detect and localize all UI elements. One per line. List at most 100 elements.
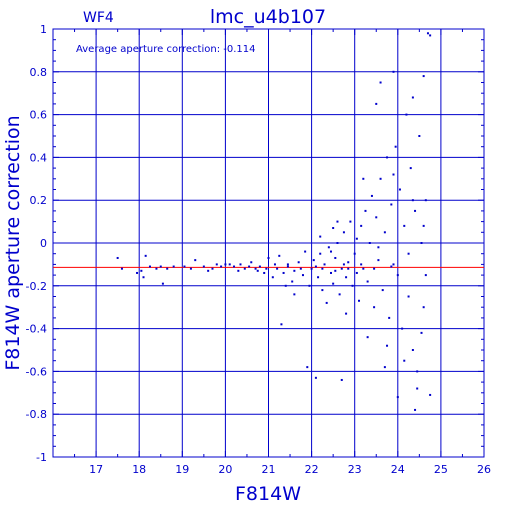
data-point	[323, 263, 326, 266]
data-point	[116, 256, 119, 259]
data-point	[243, 267, 246, 270]
data-point	[416, 370, 419, 373]
data-point	[379, 81, 382, 84]
data-point	[334, 256, 337, 259]
data-point	[202, 265, 205, 268]
y-tick-label: 0.2	[30, 194, 48, 207]
data-point	[407, 252, 410, 255]
data-point	[355, 237, 358, 240]
data-point	[148, 265, 151, 268]
data-point	[375, 102, 378, 105]
data-point	[278, 254, 281, 257]
data-point	[377, 259, 380, 262]
y-tick-label: -1	[36, 451, 47, 464]
data-point	[381, 289, 384, 292]
data-point	[332, 227, 335, 230]
data-point	[140, 269, 143, 272]
data-point	[329, 271, 332, 274]
data-point	[284, 284, 287, 287]
data-point	[314, 376, 317, 379]
x-tick-label: 17	[89, 463, 103, 476]
data-point	[424, 199, 427, 202]
y-tick-label: -0.6	[26, 365, 47, 378]
y-tick-label: -0.2	[26, 280, 47, 293]
data-point	[386, 344, 389, 347]
data-point	[347, 267, 350, 270]
data-point	[280, 323, 283, 326]
data-point	[161, 282, 164, 285]
data-point	[383, 366, 386, 369]
average-correction-annotation: Average aperture correction: -0.114	[76, 44, 256, 55]
data-point	[120, 267, 123, 270]
data-point	[349, 220, 352, 223]
data-point	[224, 263, 227, 266]
y-tick-label: -0.4	[26, 323, 47, 336]
data-point	[273, 263, 276, 266]
data-point	[411, 199, 414, 202]
y-tick-label: 0.6	[30, 109, 48, 122]
data-point	[319, 235, 322, 238]
data-point	[282, 271, 285, 274]
data-point	[383, 231, 386, 234]
data-point	[403, 359, 406, 362]
data-point	[360, 263, 363, 266]
data-point	[388, 316, 391, 319]
data-point	[194, 259, 197, 262]
data-point	[394, 145, 397, 148]
data-point	[299, 267, 302, 270]
data-point	[429, 393, 432, 396]
data-point	[345, 276, 348, 279]
data-point	[338, 293, 341, 296]
data-point	[411, 349, 414, 351]
data-point	[358, 299, 361, 302]
data-point	[336, 220, 339, 223]
data-point	[312, 259, 315, 262]
data-point	[317, 276, 320, 279]
data-point	[332, 282, 335, 285]
chart-title: lmc_u4b107	[210, 6, 326, 28]
data-point	[211, 267, 214, 270]
data-point	[155, 267, 158, 270]
data-point	[293, 269, 296, 272]
data-point	[325, 301, 328, 304]
data-point	[360, 224, 363, 227]
data-point	[379, 177, 382, 180]
x-tick-label: 19	[175, 463, 189, 476]
data-point	[422, 306, 425, 309]
panel-label: WF4	[83, 10, 114, 26]
x-tick-label: 26	[477, 463, 491, 476]
data-point	[411, 96, 414, 99]
y-tick-label: -0.8	[26, 408, 47, 421]
data-point	[398, 188, 401, 191]
data-point	[342, 263, 345, 266]
data-point	[321, 289, 324, 292]
data-point	[362, 177, 365, 180]
data-point	[172, 265, 175, 268]
x-tick-label: 20	[218, 463, 232, 476]
data-point	[345, 312, 348, 315]
data-point	[142, 276, 145, 279]
data-point	[392, 173, 395, 176]
y-tick-label: 1	[40, 23, 47, 36]
data-point	[329, 250, 332, 253]
data-point	[286, 263, 289, 266]
data-point	[392, 70, 395, 73]
y-tick-label: 0	[40, 237, 47, 250]
data-point	[314, 265, 317, 268]
data-point	[233, 265, 236, 268]
data-point	[207, 269, 210, 272]
data-point	[291, 280, 294, 283]
data-point	[271, 276, 274, 279]
data-point	[321, 267, 324, 270]
grid-lines	[53, 29, 484, 457]
data-point	[248, 265, 251, 268]
y-axis-label: F814W aperture correction	[2, 115, 24, 370]
data-point	[144, 254, 147, 257]
data-points	[116, 32, 432, 411]
data-point	[407, 295, 410, 298]
data-point	[306, 366, 309, 369]
data-point	[426, 32, 429, 35]
data-point	[265, 267, 268, 270]
data-point	[373, 267, 376, 270]
